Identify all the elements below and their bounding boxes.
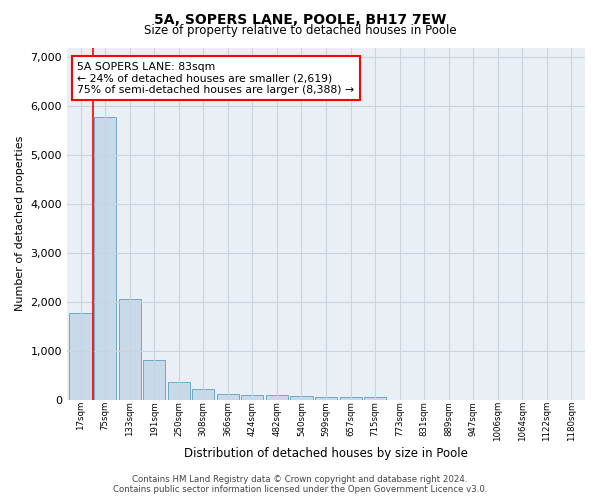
Bar	[94, 117, 116, 400]
Bar	[167, 382, 190, 400]
Text: 5A, SOPERS LANE, POOLE, BH17 7EW: 5A, SOPERS LANE, POOLE, BH17 7EW	[154, 12, 446, 26]
Text: Size of property relative to detached houses in Poole: Size of property relative to detached ho…	[143, 24, 457, 37]
Bar	[315, 397, 337, 400]
Y-axis label: Number of detached properties: Number of detached properties	[15, 136, 25, 312]
Text: Contains HM Land Registry data © Crown copyright and database right 2024.
Contai: Contains HM Land Registry data © Crown c…	[113, 474, 487, 494]
X-axis label: Distribution of detached houses by size in Poole: Distribution of detached houses by size …	[184, 447, 468, 460]
Bar	[266, 395, 288, 400]
Text: 5A SOPERS LANE: 83sqm
← 24% of detached houses are smaller (2,619)
75% of semi-d: 5A SOPERS LANE: 83sqm ← 24% of detached …	[77, 62, 355, 95]
Bar	[192, 390, 214, 400]
Bar	[70, 312, 92, 400]
Bar	[290, 396, 313, 400]
Bar	[340, 397, 362, 400]
Bar	[364, 397, 386, 400]
Bar	[241, 395, 263, 400]
Bar	[143, 360, 165, 400]
Bar	[217, 394, 239, 400]
Bar	[119, 299, 140, 400]
